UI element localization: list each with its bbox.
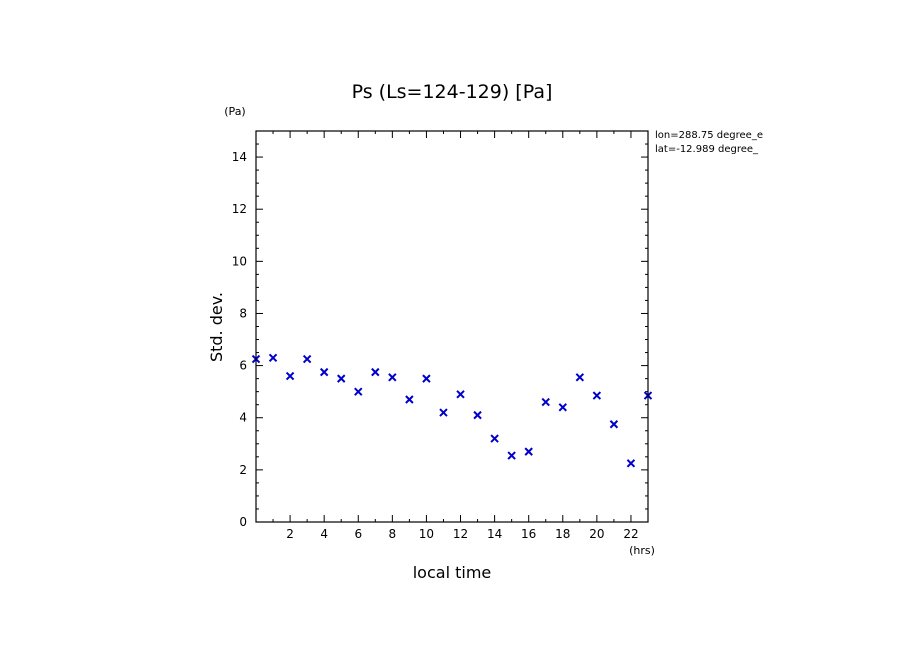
y-tick-label: 6: [239, 359, 247, 373]
data-point: [490, 434, 499, 443]
data-point: [319, 367, 329, 377]
y-tick-label: 2: [239, 463, 247, 477]
chart-title: Ps (Ls=124-129) [Pa]: [352, 81, 553, 103]
data-point: [541, 397, 550, 407]
x-tick-label: 16: [521, 527, 536, 541]
data-point: [439, 408, 448, 417]
data-point: [285, 371, 295, 381]
axis-ticks: [255, 130, 649, 523]
data-point: [354, 387, 363, 396]
y-axis-unit: (Pa): [224, 105, 245, 118]
x-tick-label: 14: [487, 527, 502, 541]
data-point: [507, 451, 516, 460]
data-point: [524, 447, 533, 456]
x-tick-label: 6: [354, 527, 362, 541]
x-tick-label: 22: [623, 527, 638, 541]
data-point: [302, 354, 312, 364]
x-axis-unit: (hrs): [629, 544, 655, 557]
data-point: [371, 367, 380, 377]
plot-frame: [255, 130, 649, 523]
data-point: [609, 420, 619, 429]
y-axis-label: Std. dev.: [207, 292, 226, 362]
x-tick-label: 2: [286, 527, 294, 541]
y-tick-label: 8: [239, 306, 247, 320]
x-tick-label: 4: [320, 527, 328, 541]
data-point: [575, 373, 585, 382]
data-point: [337, 374, 346, 383]
x-tick-label: 12: [453, 527, 468, 541]
y-tick-label: 10: [232, 254, 247, 268]
data-points: [251, 353, 653, 468]
data-point: [268, 353, 278, 362]
data-point: [626, 459, 636, 468]
data-point: [422, 374, 431, 383]
data-point: [456, 390, 465, 399]
y-tick-label: 12: [232, 202, 247, 216]
y-tick-label: 4: [239, 411, 247, 425]
x-tick-label: 10: [419, 527, 434, 541]
annotation-lon: lon=288.75 degree_e: [655, 130, 763, 141]
x-tick-label: 20: [589, 527, 604, 541]
x-tick-label: 18: [555, 527, 570, 541]
axis-tick-labels: 0 2 4 6 8 10 12 14 2 4 6 8 10 12 14 16 18 20 22: [232, 150, 639, 541]
y-tick-label: 14: [232, 150, 247, 164]
x-axis-label: local time: [413, 563, 492, 582]
annotation-lat: lat=-12.989 degree_: [655, 144, 759, 155]
data-point: [405, 395, 414, 404]
x-tick-label: 8: [389, 527, 397, 541]
data-point: [388, 373, 397, 382]
data-point: [473, 410, 482, 420]
data-point: [558, 403, 567, 412]
y-tick-label: 0: [239, 515, 247, 529]
data-point: [592, 391, 602, 400]
